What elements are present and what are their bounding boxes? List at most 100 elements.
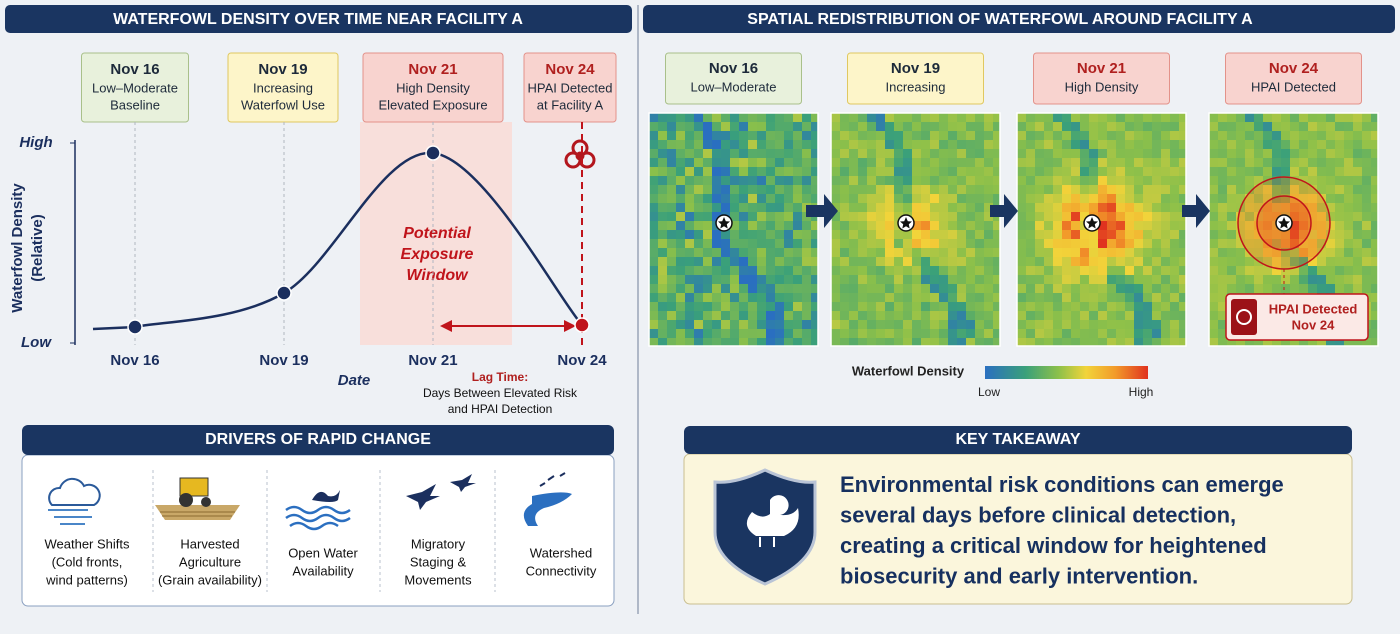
heat-cell bbox=[658, 203, 667, 212]
heat-cell bbox=[775, 284, 784, 293]
heat-cell bbox=[1080, 302, 1089, 311]
heat-cell bbox=[840, 239, 849, 248]
heat-cell bbox=[1062, 122, 1071, 131]
heat-cell bbox=[1335, 248, 1344, 257]
heat-cell bbox=[1179, 320, 1186, 329]
heat-cell bbox=[903, 149, 912, 158]
heat-cell bbox=[721, 284, 730, 293]
heat-cell bbox=[921, 149, 930, 158]
heat-cell bbox=[1161, 149, 1170, 158]
heat-cell bbox=[685, 140, 694, 149]
heat-cell bbox=[1290, 257, 1299, 266]
heat-cell bbox=[1089, 194, 1098, 203]
heat-cell bbox=[1062, 248, 1071, 257]
heat-cell bbox=[1317, 176, 1326, 185]
heat-cell bbox=[984, 176, 993, 185]
heat-cell bbox=[957, 185, 966, 194]
heat-cell bbox=[1107, 320, 1116, 329]
heat-cell bbox=[1170, 158, 1179, 167]
heat-cell bbox=[1290, 239, 1299, 248]
heat-cell bbox=[1044, 167, 1053, 176]
heat-cell bbox=[1116, 302, 1125, 311]
heat-cell bbox=[1044, 275, 1053, 284]
heat-cell bbox=[1026, 257, 1035, 266]
heat-cell bbox=[703, 266, 712, 275]
heat-cell bbox=[739, 113, 748, 122]
heat-cell bbox=[1236, 239, 1245, 248]
heat-cell bbox=[784, 230, 793, 239]
heat-cell bbox=[649, 239, 658, 248]
heat-cell bbox=[793, 194, 802, 203]
heat-cell bbox=[1080, 338, 1089, 346]
heat-cell bbox=[1272, 122, 1281, 131]
heat-cell bbox=[903, 275, 912, 284]
heat-cell bbox=[1371, 338, 1378, 346]
heat-cell bbox=[957, 266, 966, 275]
heat-cell bbox=[1218, 275, 1227, 284]
heat-cell bbox=[1344, 149, 1353, 158]
heat-cell bbox=[658, 167, 667, 176]
heat-cell bbox=[1299, 284, 1308, 293]
heat-cell bbox=[667, 329, 676, 338]
heat-cell bbox=[1236, 158, 1245, 167]
heat-cell bbox=[1017, 176, 1026, 185]
heat-cell bbox=[1335, 158, 1344, 167]
heat-cell bbox=[1326, 230, 1335, 239]
heat-cell bbox=[840, 248, 849, 257]
heat-cell bbox=[858, 257, 867, 266]
heat-cell bbox=[1089, 149, 1098, 158]
heat-cell bbox=[766, 293, 775, 302]
heat-cell bbox=[921, 212, 930, 221]
heat-cell bbox=[667, 122, 676, 131]
heat-cell bbox=[1080, 176, 1089, 185]
heat-cell bbox=[840, 257, 849, 266]
heat-cell bbox=[1152, 167, 1161, 176]
heat-cell bbox=[1044, 185, 1053, 194]
heat-cell bbox=[1218, 203, 1227, 212]
heat-cell bbox=[939, 140, 948, 149]
heat-cell bbox=[930, 338, 939, 346]
heat-cell bbox=[840, 293, 849, 302]
heat-cell bbox=[885, 329, 894, 338]
heat-cell bbox=[1071, 338, 1080, 346]
heat-cell bbox=[1218, 149, 1227, 158]
heat-cell bbox=[885, 185, 894, 194]
heat-cell bbox=[1107, 230, 1116, 239]
heat-cell bbox=[1098, 113, 1107, 122]
heat-cell bbox=[1218, 338, 1227, 346]
heat-cell bbox=[1026, 158, 1035, 167]
heat-cell bbox=[1017, 131, 1026, 140]
heat-cell bbox=[802, 185, 811, 194]
heat-cell bbox=[1308, 275, 1317, 284]
heat-cell bbox=[1371, 239, 1378, 248]
heat-cell bbox=[957, 167, 966, 176]
heat-cell bbox=[694, 212, 703, 221]
heat-cell bbox=[748, 239, 757, 248]
heat-cell bbox=[1353, 266, 1362, 275]
heat-cell bbox=[1089, 158, 1098, 167]
heat-cell bbox=[1344, 230, 1353, 239]
heat-cell bbox=[1290, 284, 1299, 293]
heat-cell bbox=[912, 122, 921, 131]
heat-cell bbox=[912, 320, 921, 329]
heat-cell bbox=[1026, 329, 1035, 338]
heat-cell bbox=[766, 176, 775, 185]
heat-cell bbox=[948, 239, 957, 248]
heat-cell bbox=[1152, 338, 1161, 346]
heat-cell bbox=[1209, 266, 1218, 275]
heat-cell bbox=[930, 275, 939, 284]
heat-cell bbox=[1353, 140, 1362, 149]
heat-cell bbox=[1080, 203, 1089, 212]
heat-cell bbox=[876, 293, 885, 302]
heat-cell bbox=[712, 185, 721, 194]
map-frame bbox=[830, 112, 1001, 347]
heat-cell bbox=[1335, 122, 1344, 131]
heat-cell bbox=[1263, 275, 1272, 284]
heat-cell bbox=[831, 176, 840, 185]
heat-cell bbox=[975, 113, 984, 122]
heat-cell bbox=[1080, 185, 1089, 194]
heat-cell bbox=[903, 284, 912, 293]
heat-cell bbox=[1290, 212, 1299, 221]
heat-cell bbox=[712, 302, 721, 311]
heat-cell bbox=[885, 311, 894, 320]
